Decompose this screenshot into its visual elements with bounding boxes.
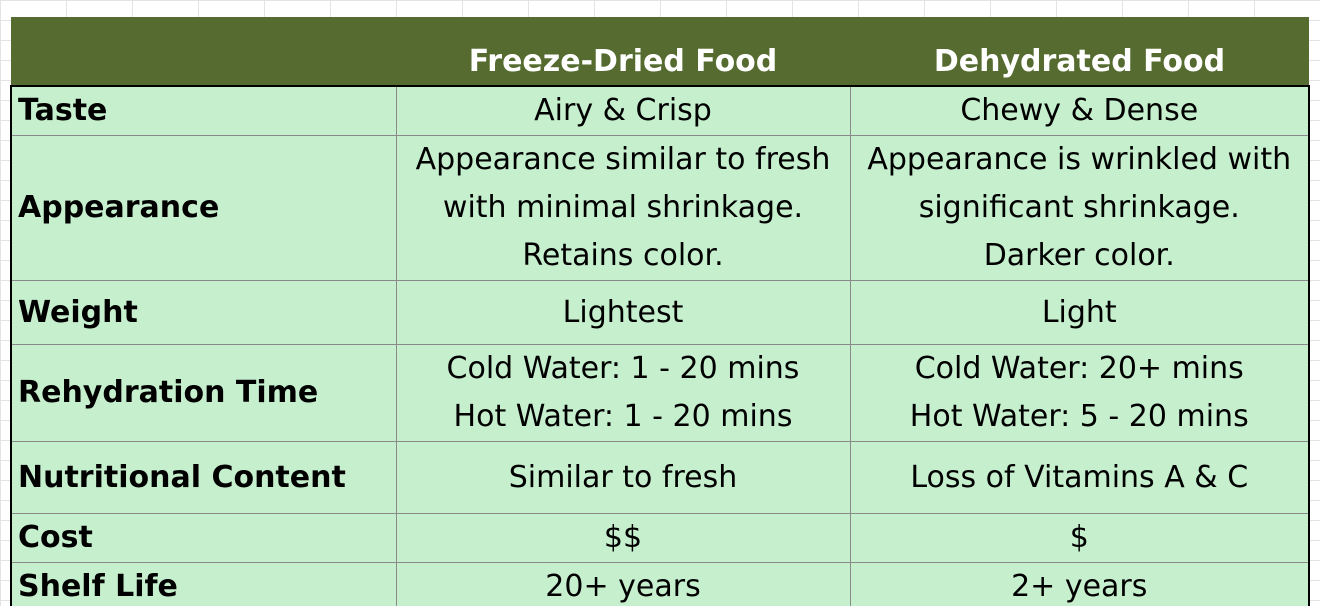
header-dehydrated[interactable]: Dehydrated Food xyxy=(850,17,1309,86)
cell-rehydration-freeze-dried[interactable]: Cold Water: 1 - 20 mins Hot Water: 1 - 2… xyxy=(395,344,851,442)
cell-shelf-life-freeze-dried[interactable]: 20+ years xyxy=(395,562,851,606)
row-label-cost[interactable]: Cost xyxy=(10,513,397,563)
row-label-rehydration-time[interactable]: Rehydration Time xyxy=(10,344,397,442)
table-row-weight: Weight Lightest Light xyxy=(10,280,1310,345)
cell-text: Lightest xyxy=(562,294,684,330)
header-row: Freeze-Dried Food Dehydrated Food xyxy=(11,17,1309,86)
row-label-appearance[interactable]: Appearance xyxy=(10,135,397,281)
row-label-shelf-life[interactable]: Shelf Life xyxy=(10,562,397,606)
cell-text: Airy & Crisp xyxy=(534,93,712,128)
table-row-taste: Taste Airy & Crisp Chewy & Dense xyxy=(10,85,1310,136)
cell-shelf-life-dehydrated[interactable]: 2+ years xyxy=(849,562,1310,606)
cell-cost-dehydrated[interactable]: $ xyxy=(849,513,1310,563)
cell-appearance-dehydrated[interactable]: Appearance is wrinkled with significant … xyxy=(849,135,1310,281)
cell-text: 2+ years xyxy=(1011,569,1148,604)
cell-text: Appearance is wrinkled with xyxy=(867,142,1292,177)
cell-text: Loss of Vitamins A & C xyxy=(910,459,1249,495)
cell-text: significant shrinkage. xyxy=(918,190,1240,225)
cell-text: Light xyxy=(1041,294,1117,330)
cell-text: Similar to fresh xyxy=(508,459,738,495)
cell-text: Appearance similar to fresh xyxy=(415,142,831,177)
cell-taste-freeze-dried[interactable]: Airy & Crisp xyxy=(395,85,851,136)
cell-taste-dehydrated[interactable]: Chewy & Dense xyxy=(849,85,1310,136)
cell-text: $ xyxy=(1069,520,1089,555)
cell-text: Darker color. xyxy=(983,238,1175,273)
cell-text: Chewy & Dense xyxy=(960,93,1199,128)
cell-text: 20+ years xyxy=(545,569,701,604)
table-row-rehydration-time: Rehydration Time Cold Water: 1 - 20 mins… xyxy=(10,344,1310,442)
row-label-nutritional-content[interactable]: Nutritional Content xyxy=(10,441,397,514)
cell-nutrition-dehydrated[interactable]: Loss of Vitamins A & C xyxy=(849,441,1310,514)
cell-text: Cold Water: 20+ mins xyxy=(914,351,1244,386)
cell-weight-freeze-dried[interactable]: Lightest xyxy=(395,280,851,345)
table-row-cost: Cost $$ $ xyxy=(10,513,1310,563)
cell-text: Hot Water: 1 - 20 mins xyxy=(453,399,793,434)
table-row-appearance: Appearance Appearance similar to fresh w… xyxy=(10,135,1310,281)
table-row-shelf-life: Shelf Life 20+ years 2+ years xyxy=(10,562,1310,606)
comparison-table: Freeze-Dried Food Dehydrated Food Taste … xyxy=(10,17,1310,606)
cell-nutrition-freeze-dried[interactable]: Similar to fresh xyxy=(395,441,851,514)
header-freeze-dried[interactable]: Freeze-Dried Food xyxy=(396,17,850,86)
cell-appearance-freeze-dried[interactable]: Appearance similar to fresh with minimal… xyxy=(395,135,851,281)
cell-text: with minimal shrinkage. xyxy=(442,190,804,225)
cell-weight-dehydrated[interactable]: Light xyxy=(849,280,1310,345)
cell-rehydration-dehydrated[interactable]: Cold Water: 20+ mins Hot Water: 5 - 20 m… xyxy=(849,344,1310,442)
header-empty-cell[interactable] xyxy=(11,17,396,86)
cell-cost-freeze-dried[interactable]: $$ xyxy=(395,513,851,563)
cell-text: Retains color. xyxy=(522,238,724,273)
row-label-weight[interactable]: Weight xyxy=(10,280,397,345)
cell-text: Cold Water: 1 - 20 mins xyxy=(446,351,800,386)
row-label-taste[interactable]: Taste xyxy=(10,85,397,136)
table-row-nutritional-content: Nutritional Content Similar to fresh Los… xyxy=(10,441,1310,514)
cell-text: Hot Water: 5 - 20 mins xyxy=(909,399,1249,434)
cell-text: $$ xyxy=(603,520,643,555)
